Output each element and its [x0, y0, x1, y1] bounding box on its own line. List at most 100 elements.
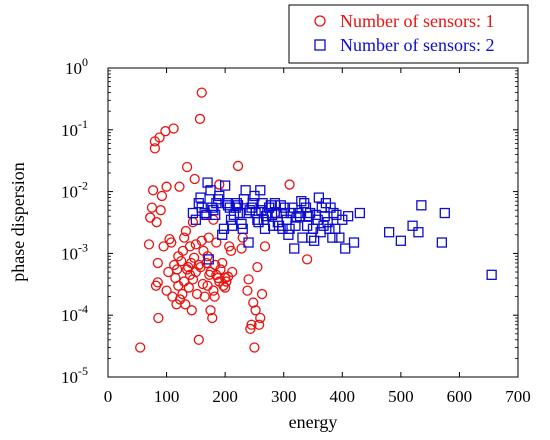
data-point-series-1 [135, 342, 146, 353]
y-tick-label-exponent: -3 [78, 240, 88, 254]
data-point-series-2 [240, 185, 251, 196]
data-point-series-1 [205, 305, 216, 316]
data-point-series-1 [243, 274, 254, 285]
y-tick-label: 10-5 [61, 364, 88, 387]
data-point-series-1 [154, 132, 165, 143]
data-point-series-2 [416, 200, 427, 211]
data-point-series-1 [186, 257, 197, 269]
data-point-series-2 [301, 220, 313, 231]
data-point-series-2 [328, 207, 339, 219]
data-point-series-1 [197, 278, 209, 290]
data-point-series-2 [253, 217, 264, 228]
y-tick-label-base: 10 [61, 306, 78, 325]
data-point-series-1 [232, 160, 244, 172]
data-point-series-2 [214, 190, 225, 202]
data-point-series-1 [301, 254, 313, 265]
data-point-series-1 [205, 266, 216, 278]
y-tick-label: 10-3 [61, 240, 88, 263]
x-tick-label: 600 [447, 387, 473, 406]
y-tick-label-exponent: -4 [78, 302, 88, 316]
data-point-series-2 [407, 220, 418, 231]
data-point-series-1 [180, 225, 192, 237]
data-point-series-1 [224, 241, 235, 252]
data-point-series-1 [215, 264, 226, 275]
data-point-series-1 [186, 305, 197, 316]
data-point-series-1 [174, 181, 185, 192]
legend-label-series-2: Number of sensors: 2 [340, 35, 494, 55]
data-point-series-1 [252, 261, 263, 273]
data-point-series-2 [340, 243, 351, 254]
data-point-series-2 [234, 207, 245, 219]
y-tick-label-base: 10 [61, 121, 78, 140]
data-point-series-2 [439, 207, 450, 219]
data-point-series-2 [304, 207, 316, 219]
data-point-series-2 [219, 180, 231, 191]
data-point-series-1 [161, 285, 172, 296]
data-point-series-2 [312, 214, 323, 225]
data-point-series-2 [210, 209, 221, 221]
data-point-series-1 [208, 285, 219, 296]
data-point-series-1 [253, 319, 265, 330]
data-point-series-2 [334, 232, 345, 243]
x-tick-label: 200 [212, 387, 238, 406]
data-point-series-1 [176, 255, 187, 267]
y-tick-label-exponent: -2 [78, 179, 88, 193]
data-point-series-1 [207, 312, 218, 324]
data-point-series-2 [218, 223, 230, 234]
data-point-series-1 [196, 235, 207, 246]
y-tick-label: 100 [65, 55, 88, 78]
data-point-series-2 [279, 202, 291, 213]
data-point-series-2 [337, 214, 348, 225]
y-tick-label: 10-2 [61, 179, 88, 202]
data-point-series-1 [191, 288, 203, 300]
data-point-series-2 [294, 211, 306, 222]
x-tick-label: 400 [330, 387, 356, 406]
data-point-series-1 [193, 259, 204, 271]
y-tick-label-exponent: -5 [78, 364, 88, 378]
legend-marker-series-2 [314, 39, 326, 51]
y-tick-label-exponent: -1 [78, 117, 88, 131]
y-axis-label: phase dispersion [8, 162, 28, 281]
data-point-series-1 [161, 181, 172, 192]
data-point-series-1 [211, 237, 222, 248]
data-point-series-2 [255, 185, 266, 196]
data-point-series-2 [297, 232, 308, 243]
x-tick-label: 300 [271, 387, 297, 406]
data-point-series-2 [217, 229, 228, 240]
data-point-series-1 [284, 179, 295, 190]
data-point-series-1 [203, 232, 214, 243]
y-tick-label-base: 10 [61, 244, 78, 263]
x-axis-label: energy [289, 412, 338, 432]
x-tick-label: 100 [154, 387, 180, 406]
data-point-series-2 [325, 202, 336, 213]
data-point-series-2 [187, 207, 199, 219]
data-point-series-1 [225, 245, 237, 256]
data-point-series-2 [348, 237, 360, 248]
data-point-series-1 [149, 143, 161, 154]
y-tick-label: 10-4 [61, 302, 88, 325]
data-point-series-2 [383, 227, 395, 238]
legend-marker-series-1 [314, 15, 326, 27]
data-point-series-2 [486, 269, 497, 280]
data-point-series-2 [342, 211, 354, 222]
data-point-series-1 [193, 334, 204, 345]
data-point-series-1 [214, 179, 225, 190]
data-point-series-2 [259, 223, 271, 234]
data-point-series-2 [190, 214, 202, 225]
x-tick-label: 500 [388, 387, 414, 406]
data-point-series-2 [313, 192, 325, 203]
data-point-series-2 [322, 217, 333, 228]
data-point-series-2 [354, 207, 366, 219]
data-point-series-2 [278, 207, 289, 219]
data-point-series-1 [236, 243, 247, 254]
data-point-series-1 [145, 212, 156, 223]
data-point-series-2 [237, 223, 248, 234]
data-point-series-1 [171, 264, 183, 275]
data-point-series-1 [168, 123, 179, 134]
data-point-series-2 [249, 190, 260, 202]
data-point-series-2 [231, 198, 243, 209]
data-point-series-1 [259, 241, 271, 252]
data-point-series-1 [155, 205, 166, 216]
data-point-series-2 [309, 235, 320, 246]
